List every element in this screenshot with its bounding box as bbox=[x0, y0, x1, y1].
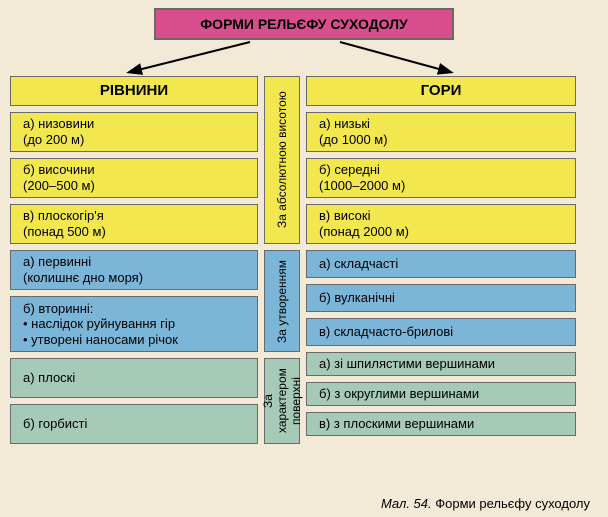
plains-origin-0-text: а) первинні (колишнє дно моря) bbox=[23, 254, 143, 285]
plains-head-text: РІВНИНИ bbox=[100, 82, 168, 100]
criterion-2: За характером поверхні bbox=[264, 358, 300, 444]
mountains-head-text: ГОРИ bbox=[421, 82, 462, 100]
plains-surface-1: б) горбисті bbox=[10, 404, 258, 444]
mountains-surface-0-text: а) зі шпилястими вершинами bbox=[319, 356, 495, 372]
plains-height-0: а) низовини (до 200 м) bbox=[10, 112, 258, 152]
plains-surface-0: а) плоскі bbox=[10, 358, 258, 398]
col-mountains: ГОРИ а) низькі (до 1000 м) б) середні (10… bbox=[306, 76, 576, 444]
mountains-height-1: б) середні (1000–2000 м) bbox=[306, 158, 576, 198]
caption: Мал. 54. Форми рельєфу суходолу bbox=[381, 496, 590, 511]
plains-height-1: б) височини (200–500 м) bbox=[10, 158, 258, 198]
mountains-surface-1: б) з округлими вершинами bbox=[306, 382, 576, 406]
plains-surface-1-text: б) горбисті bbox=[23, 416, 87, 432]
caption-text: Форми рельєфу суходолу bbox=[432, 496, 590, 511]
mountains-height-0-text: а) низькі (до 1000 м) bbox=[319, 116, 388, 147]
criterion-1: За утворенням bbox=[264, 250, 300, 352]
mountains-height-2-text: в) високі (понад 2000 м) bbox=[319, 208, 409, 239]
arrows bbox=[10, 40, 598, 76]
arrow-left-icon bbox=[130, 42, 250, 72]
col-mid: За абсолютною висотою За утворенням За хар… bbox=[264, 76, 300, 444]
col-plains: РІВНИНИ а) низовини (до 200 м) б) височин… bbox=[10, 76, 258, 444]
page: ФОРМИ РЕЛЬЄФУ СУХОДОЛУ РІВНИНИ а) низови… bbox=[0, 0, 608, 517]
mountains-origin-0: а) складчасті bbox=[306, 250, 576, 278]
plains-height-0-text: а) низовини (до 200 м) bbox=[23, 116, 94, 147]
mountains-surface-0: а) зі шпилястими вершинами bbox=[306, 352, 576, 376]
arrow-right-icon bbox=[340, 42, 450, 72]
mountains-height-2: в) високі (понад 2000 м) bbox=[306, 204, 576, 244]
plains-origin-1-text: б) вторинні: • наслідок руйнування гір •… bbox=[23, 301, 178, 348]
plains-height-2: в) плоскогір'я (понад 500 м) bbox=[10, 204, 258, 244]
plains-height-1-text: б) височини (200–500 м) bbox=[23, 162, 95, 193]
mountains-head: ГОРИ bbox=[306, 76, 576, 106]
plains-origin-0: а) первинні (колишнє дно моря) bbox=[10, 250, 258, 290]
mountains-origin-2: в) складчасто-брилові bbox=[306, 318, 576, 346]
mountains-origin-1-text: б) вулканічні bbox=[319, 290, 395, 306]
mountains-height-0: а) низькі (до 1000 м) bbox=[306, 112, 576, 152]
mountains-surface-1-text: б) з округлими вершинами bbox=[319, 386, 479, 402]
columns: РІВНИНИ а) низовини (до 200 м) б) височин… bbox=[10, 76, 598, 444]
mountains-origin-0-text: а) складчасті bbox=[319, 256, 398, 272]
title-box: ФОРМИ РЕЛЬЄФУ СУХОДОЛУ bbox=[154, 8, 454, 40]
mountains-origin-1: б) вулканічні bbox=[306, 284, 576, 312]
title-text: ФОРМИ РЕЛЬЄФУ СУХОДОЛУ bbox=[200, 16, 408, 33]
caption-tag: Мал. 54. bbox=[381, 496, 432, 511]
mountains-surface-2-text: в) з плоскими вершинами bbox=[319, 416, 474, 432]
mountains-height-1-text: б) середні (1000–2000 м) bbox=[319, 162, 405, 193]
plains-head: РІВНИНИ bbox=[10, 76, 258, 106]
plains-origin-1: б) вторинні: • наслідок руйнування гір •… bbox=[10, 296, 258, 352]
mountains-surface-2: в) з плоскими вершинами bbox=[306, 412, 576, 436]
criterion-0: За абсолютною висотою bbox=[264, 76, 300, 244]
mountains-origin-2-text: в) складчасто-брилові bbox=[319, 324, 453, 340]
plains-surface-0-text: а) плоскі bbox=[23, 370, 75, 386]
plains-height-2-text: в) плоскогір'я (понад 500 м) bbox=[23, 208, 106, 239]
